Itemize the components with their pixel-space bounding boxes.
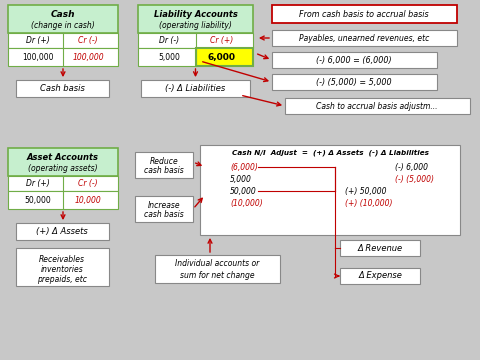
Text: Receivables: Receivables <box>39 256 85 265</box>
FancyBboxPatch shape <box>135 152 193 178</box>
FancyBboxPatch shape <box>141 80 250 97</box>
Text: Liability Accounts: Liability Accounts <box>154 9 238 18</box>
Text: Δ Expense: Δ Expense <box>358 271 402 280</box>
Text: Dr (+): Dr (+) <box>26 36 49 45</box>
FancyBboxPatch shape <box>272 74 437 90</box>
Text: (10,000): (10,000) <box>230 198 263 207</box>
FancyBboxPatch shape <box>340 268 420 284</box>
Text: Dr (-): Dr (-) <box>159 36 179 45</box>
Text: (operating liability): (operating liability) <box>159 21 232 30</box>
FancyBboxPatch shape <box>200 145 460 235</box>
FancyBboxPatch shape <box>340 240 420 256</box>
FancyBboxPatch shape <box>285 98 470 114</box>
Text: Cash N/I  Adjust  =  (+) Δ Assets  (-) Δ Liabilities: Cash N/I Adjust = (+) Δ Assets (-) Δ Lia… <box>231 150 429 156</box>
Text: (+) (10,000): (+) (10,000) <box>345 198 393 207</box>
FancyBboxPatch shape <box>155 255 280 283</box>
FancyBboxPatch shape <box>16 223 109 240</box>
Text: Individual accounts or: Individual accounts or <box>175 260 259 269</box>
FancyBboxPatch shape <box>8 148 118 176</box>
FancyBboxPatch shape <box>138 33 253 48</box>
Text: 6,000: 6,000 <box>208 53 236 62</box>
Text: 50,000: 50,000 <box>230 186 257 195</box>
FancyBboxPatch shape <box>138 48 195 66</box>
Text: (-) (5,000): (-) (5,000) <box>395 175 434 184</box>
Text: cash basis: cash basis <box>144 210 184 219</box>
Text: sum for net change: sum for net change <box>180 270 254 279</box>
Text: Reduce: Reduce <box>150 157 179 166</box>
Text: Increase: Increase <box>148 201 180 210</box>
FancyBboxPatch shape <box>8 191 118 209</box>
Text: (change in cash): (change in cash) <box>31 21 95 30</box>
FancyBboxPatch shape <box>138 5 253 33</box>
FancyBboxPatch shape <box>272 52 437 68</box>
Text: prepaids, etc: prepaids, etc <box>37 275 87 284</box>
Text: From cash basis to accrual basis: From cash basis to accrual basis <box>299 9 429 18</box>
Text: Payables, unearned revenues, etc: Payables, unearned revenues, etc <box>299 33 429 42</box>
Text: Cr (-): Cr (-) <box>79 179 98 188</box>
Text: 5,000: 5,000 <box>158 53 180 62</box>
Text: (+) Δ Assets: (+) Δ Assets <box>36 227 88 236</box>
Text: cash basis: cash basis <box>144 166 184 175</box>
Text: (-) 6,000: (-) 6,000 <box>395 162 428 171</box>
Text: inventories: inventories <box>41 266 84 274</box>
Text: Cr (-): Cr (-) <box>79 36 98 45</box>
Text: (6,000): (6,000) <box>230 162 258 171</box>
Text: (-) (5,000) = 5,000: (-) (5,000) = 5,000 <box>316 77 392 86</box>
Text: (-) 6,000 = (6,000): (-) 6,000 = (6,000) <box>316 55 392 64</box>
Text: (operating assets): (operating assets) <box>28 163 98 172</box>
Text: (-) Δ Liabilities: (-) Δ Liabilities <box>165 84 225 93</box>
FancyBboxPatch shape <box>135 196 193 222</box>
Text: 5,000: 5,000 <box>230 175 252 184</box>
Text: Cash basis: Cash basis <box>39 84 84 93</box>
Text: 100,000: 100,000 <box>22 53 53 62</box>
FancyBboxPatch shape <box>16 248 109 286</box>
Text: 10,000: 10,000 <box>75 195 102 204</box>
FancyBboxPatch shape <box>8 5 118 33</box>
Text: Δ Revenue: Δ Revenue <box>358 243 403 252</box>
Text: (+) 50,000: (+) 50,000 <box>345 186 386 195</box>
Text: Cash to accrual basis adjustm...: Cash to accrual basis adjustm... <box>316 102 438 111</box>
FancyBboxPatch shape <box>272 5 457 23</box>
FancyBboxPatch shape <box>195 48 253 66</box>
FancyBboxPatch shape <box>16 80 109 97</box>
Text: Cash: Cash <box>51 9 75 18</box>
Text: 100,000: 100,000 <box>72 53 104 62</box>
FancyBboxPatch shape <box>8 48 118 66</box>
FancyBboxPatch shape <box>8 176 118 191</box>
Text: Dr (+): Dr (+) <box>26 179 49 188</box>
Text: Cr (+): Cr (+) <box>210 36 234 45</box>
FancyBboxPatch shape <box>272 30 457 46</box>
Text: 50,000: 50,000 <box>24 195 51 204</box>
FancyBboxPatch shape <box>8 33 118 48</box>
Text: Asset Accounts: Asset Accounts <box>27 153 99 162</box>
